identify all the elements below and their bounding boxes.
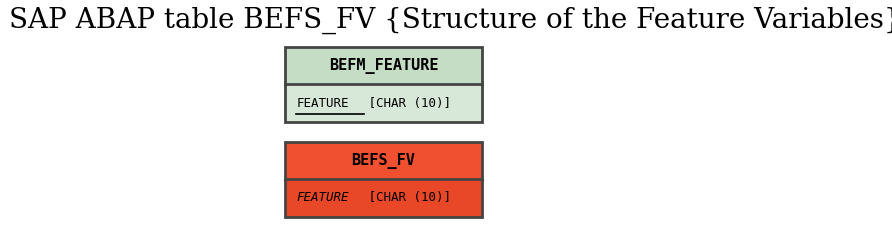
Bar — [285, 179, 482, 217]
Text: BEFM_FEATURE: BEFM_FEATURE — [329, 58, 438, 74]
Text: [CHAR (10)]: [CHAR (10)] — [361, 191, 451, 204]
Text: SAP ABAP table BEFS_FV {Structure of the Feature Variables}: SAP ABAP table BEFS_FV {Structure of the… — [9, 7, 892, 34]
Bar — [285, 142, 482, 180]
Text: BEFS_FV: BEFS_FV — [351, 153, 416, 169]
Text: FEATURE: FEATURE — [296, 97, 349, 109]
Bar — [285, 47, 482, 85]
Bar — [285, 84, 482, 122]
Text: FEATURE: FEATURE — [296, 191, 349, 204]
Text: [CHAR (10)]: [CHAR (10)] — [361, 97, 451, 109]
